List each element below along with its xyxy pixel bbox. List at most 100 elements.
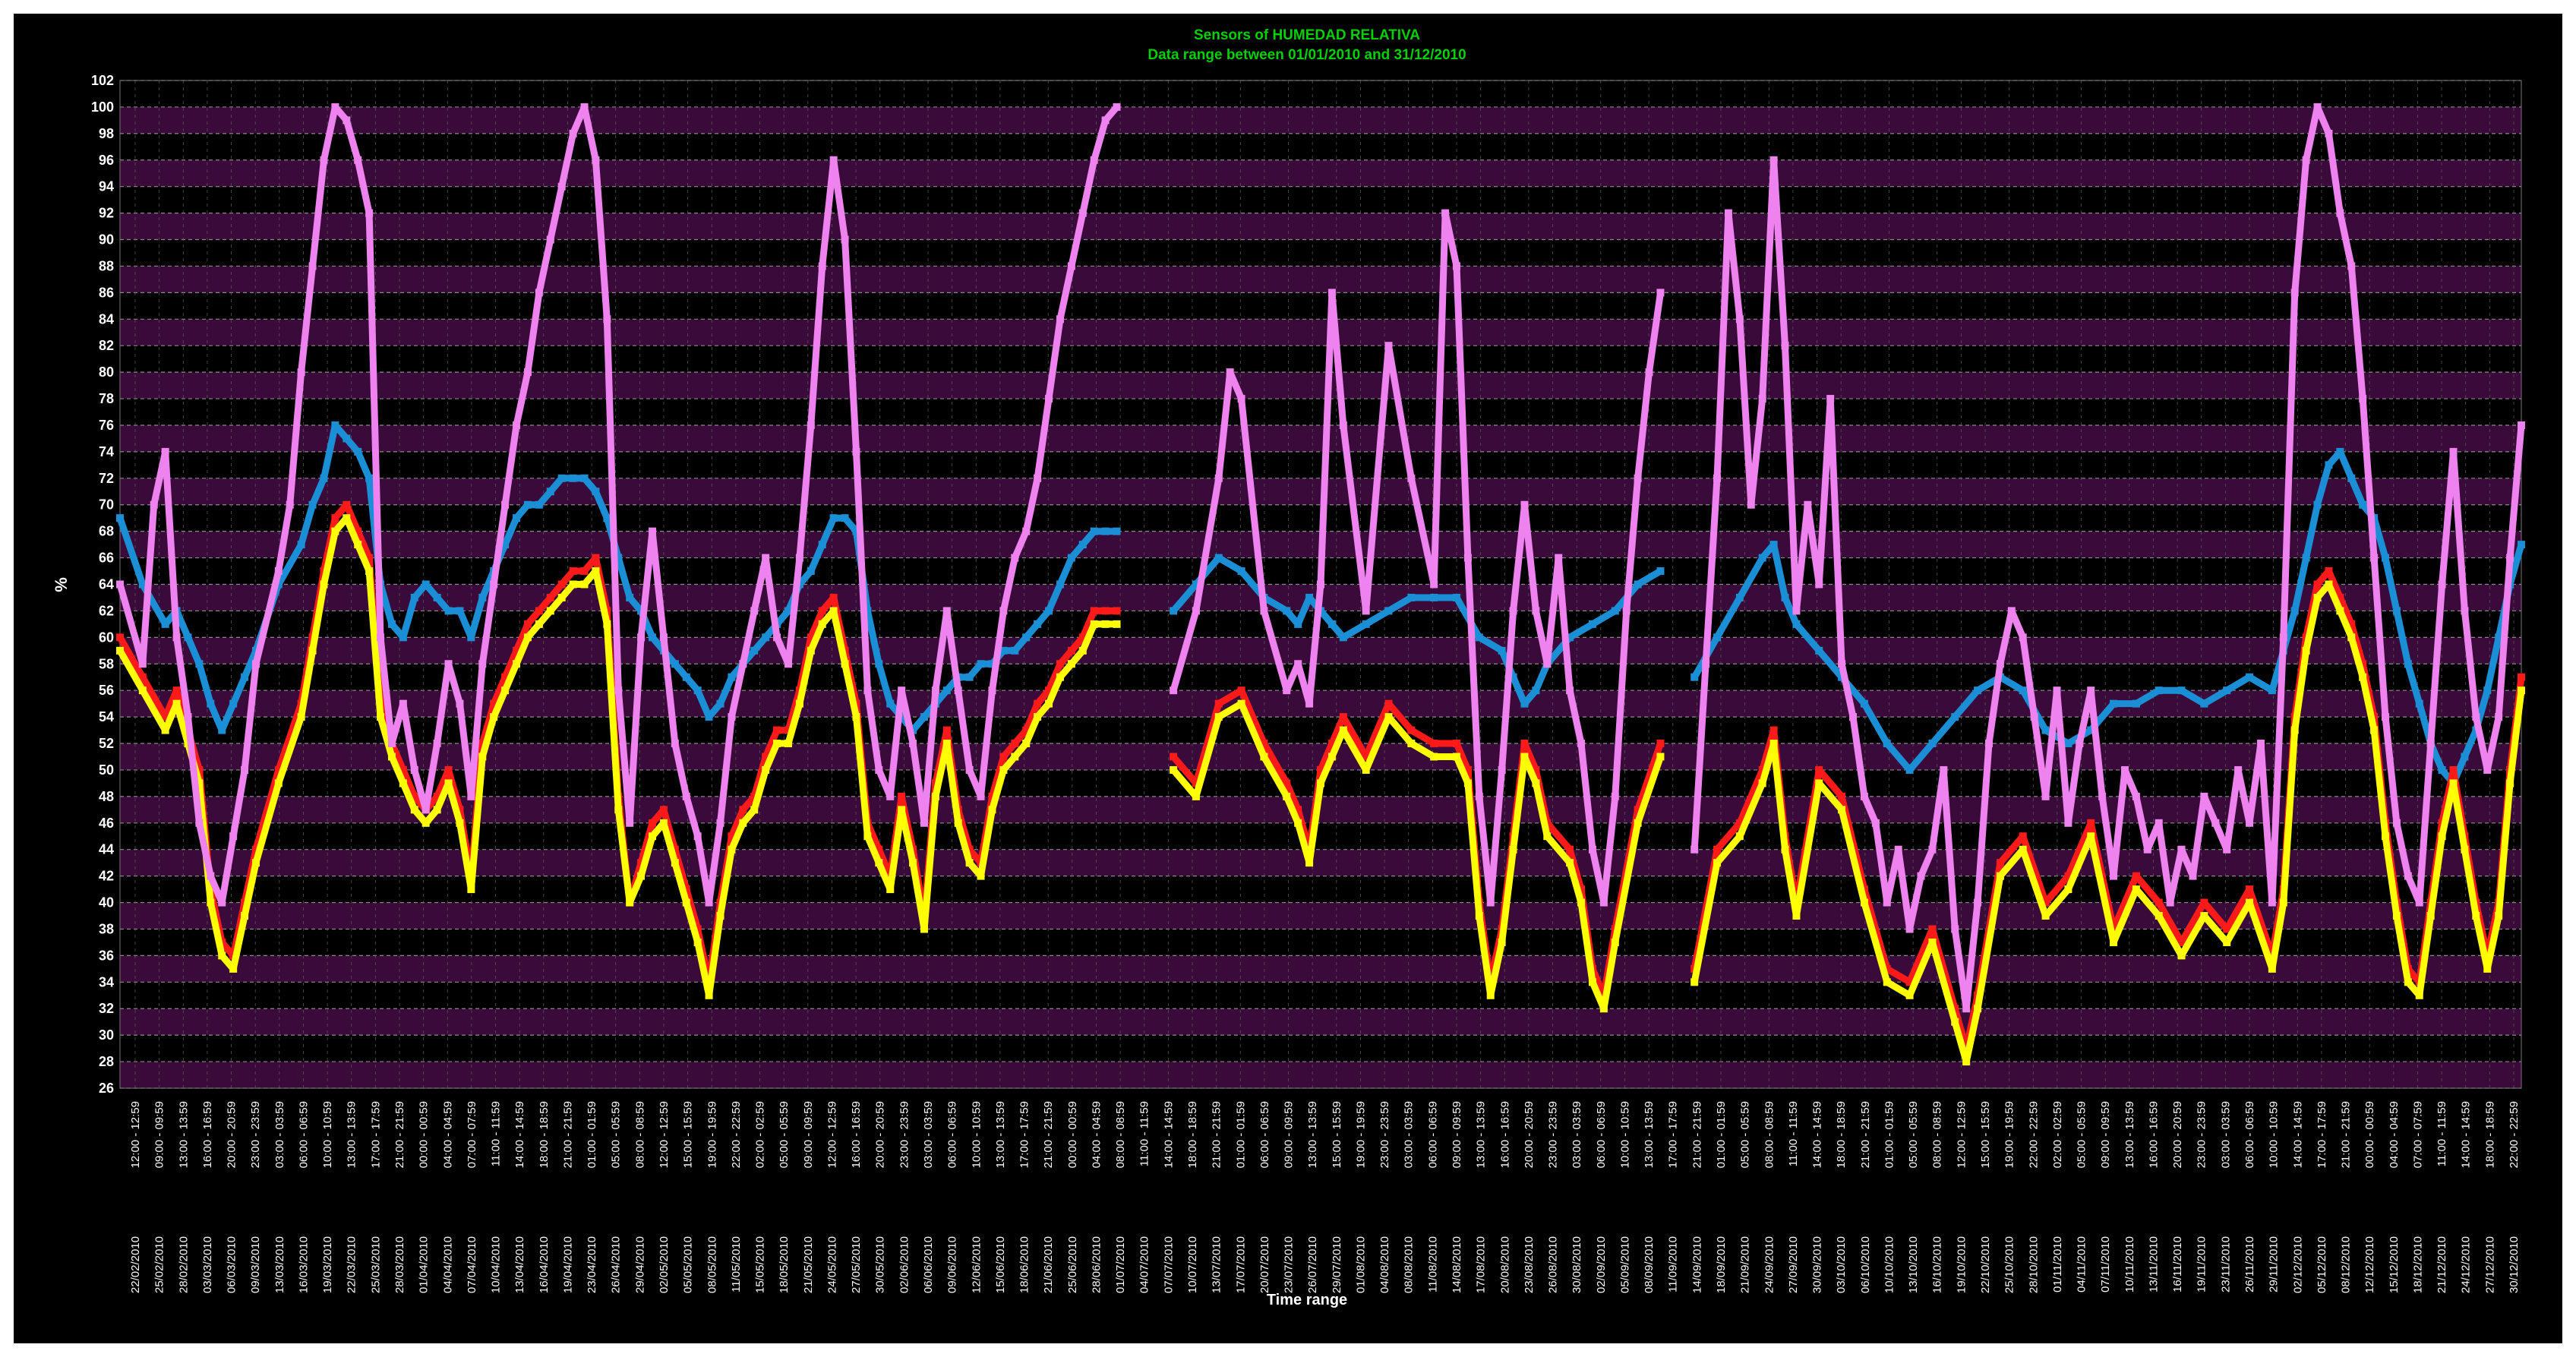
data-point [671, 660, 679, 668]
data-point [965, 673, 974, 681]
data-point [2313, 580, 2322, 589]
data-point [1566, 686, 1574, 695]
data-point [1384, 607, 1393, 615]
x-tick-date: 26/07/2010 [1306, 1236, 1319, 1293]
data-point [1769, 156, 1778, 164]
x-tick-time: 01:00 - 01:59 [586, 1101, 598, 1168]
data-point [2313, 103, 2322, 111]
x-tick-time: 05:00 - 05:59 [778, 1101, 791, 1168]
data-point [942, 726, 951, 734]
x-tick-time: 03:00 - 03:59 [1571, 1101, 1583, 1168]
data-point [649, 527, 657, 535]
y-tick-label: 96 [99, 153, 114, 168]
x-tick-date: 09/03/2010 [249, 1236, 262, 1293]
data-point [1826, 395, 1835, 403]
data-point [2483, 765, 2492, 774]
x-tick-time: 09:00 - 09:59 [153, 1101, 166, 1168]
data-point [297, 368, 305, 377]
data-point [1260, 753, 1268, 761]
data-point [592, 554, 600, 562]
data-point [1034, 699, 1042, 708]
data-point [2518, 421, 2525, 429]
data-point [433, 806, 441, 814]
data-point [2041, 792, 2050, 800]
data-point [807, 421, 815, 429]
data-point [444, 779, 453, 787]
data-point [1192, 607, 1200, 615]
data-point [1317, 580, 1324, 589]
x-tick-date: 28/02/2010 [177, 1236, 190, 1293]
x-tick-date: 13/07/2010 [1211, 1236, 1223, 1293]
data-point [1022, 633, 1031, 642]
data-point [965, 845, 974, 854]
data-point [2007, 607, 2016, 615]
x-tick-time: 16:00 - 16:59 [201, 1101, 214, 1168]
data-point [365, 209, 374, 217]
data-point [172, 686, 181, 695]
data-point [750, 607, 759, 615]
x-tick-time: 14:00 - 14:59 [1811, 1101, 1824, 1168]
x-tick-date: 26/11/2010 [2243, 1236, 2256, 1292]
plot-band [120, 292, 2521, 320]
data-point [138, 686, 147, 695]
plot-band [120, 955, 2521, 983]
x-tick-date: 15/12/2010 [2388, 1236, 2401, 1293]
x-tick-time: 18:00 - 18:59 [2483, 1101, 2496, 1168]
data-point [546, 235, 554, 244]
data-point [1034, 474, 1042, 482]
data-point [2404, 978, 2412, 986]
data-point [2064, 819, 2072, 827]
data-point [626, 819, 634, 827]
data-point [2110, 872, 2118, 880]
x-tick-time: 23:00 - 23:59 [898, 1101, 911, 1168]
data-point [1860, 898, 1868, 907]
data-point [1214, 699, 1223, 708]
data-point [478, 740, 487, 748]
x-tick-date: 28/03/2010 [393, 1236, 406, 1293]
x-tick-date: 30/09/2010 [1811, 1236, 1824, 1293]
data-point [750, 646, 759, 655]
data-point [728, 832, 736, 841]
data-point [1294, 806, 1302, 814]
x-tick-date: 17/08/2010 [1475, 1236, 1488, 1293]
data-point [1475, 792, 1483, 800]
data-point [1101, 607, 1110, 615]
data-point [671, 740, 679, 748]
data-point [557, 182, 566, 191]
x-tick-time: 03:00 - 03:59 [273, 1101, 286, 1168]
data-point [2495, 633, 2503, 642]
data-point [1317, 779, 1324, 787]
data-point [1588, 620, 1596, 628]
data-point [2302, 554, 2310, 562]
data-point [716, 912, 724, 920]
data-point [716, 699, 724, 708]
data-point [1090, 156, 1098, 164]
data-point [2223, 686, 2231, 695]
data-point [2347, 262, 2356, 270]
data-point [1407, 474, 1416, 482]
data-point [762, 765, 770, 774]
x-tick-time: 19:00 - 19:59 [706, 1101, 718, 1168]
data-point [875, 845, 883, 854]
data-point [195, 819, 204, 827]
data-point [988, 660, 996, 668]
data-point [1045, 686, 1053, 695]
data-point [1611, 792, 1619, 800]
data-point [705, 991, 713, 999]
data-point [1543, 832, 1552, 841]
data-point [557, 474, 566, 482]
data-point [444, 607, 453, 615]
x-tick-time: 22:00 - 22:59 [2027, 1101, 2040, 1168]
x-tick-time: 01:00 - 01:59 [1715, 1101, 1728, 1168]
x-tick-date: 12/12/2010 [2363, 1236, 2376, 1293]
data-point [2132, 792, 2140, 800]
data-point [2177, 845, 2186, 854]
x-tick-date: 08/12/2010 [2340, 1236, 2353, 1293]
data-point [138, 673, 147, 681]
data-point [1555, 554, 1563, 562]
data-point [1305, 593, 1314, 601]
x-tick-date: 27/05/2010 [850, 1236, 863, 1293]
data-point [762, 753, 770, 761]
plot-band [120, 159, 2521, 187]
data-point [523, 633, 532, 642]
